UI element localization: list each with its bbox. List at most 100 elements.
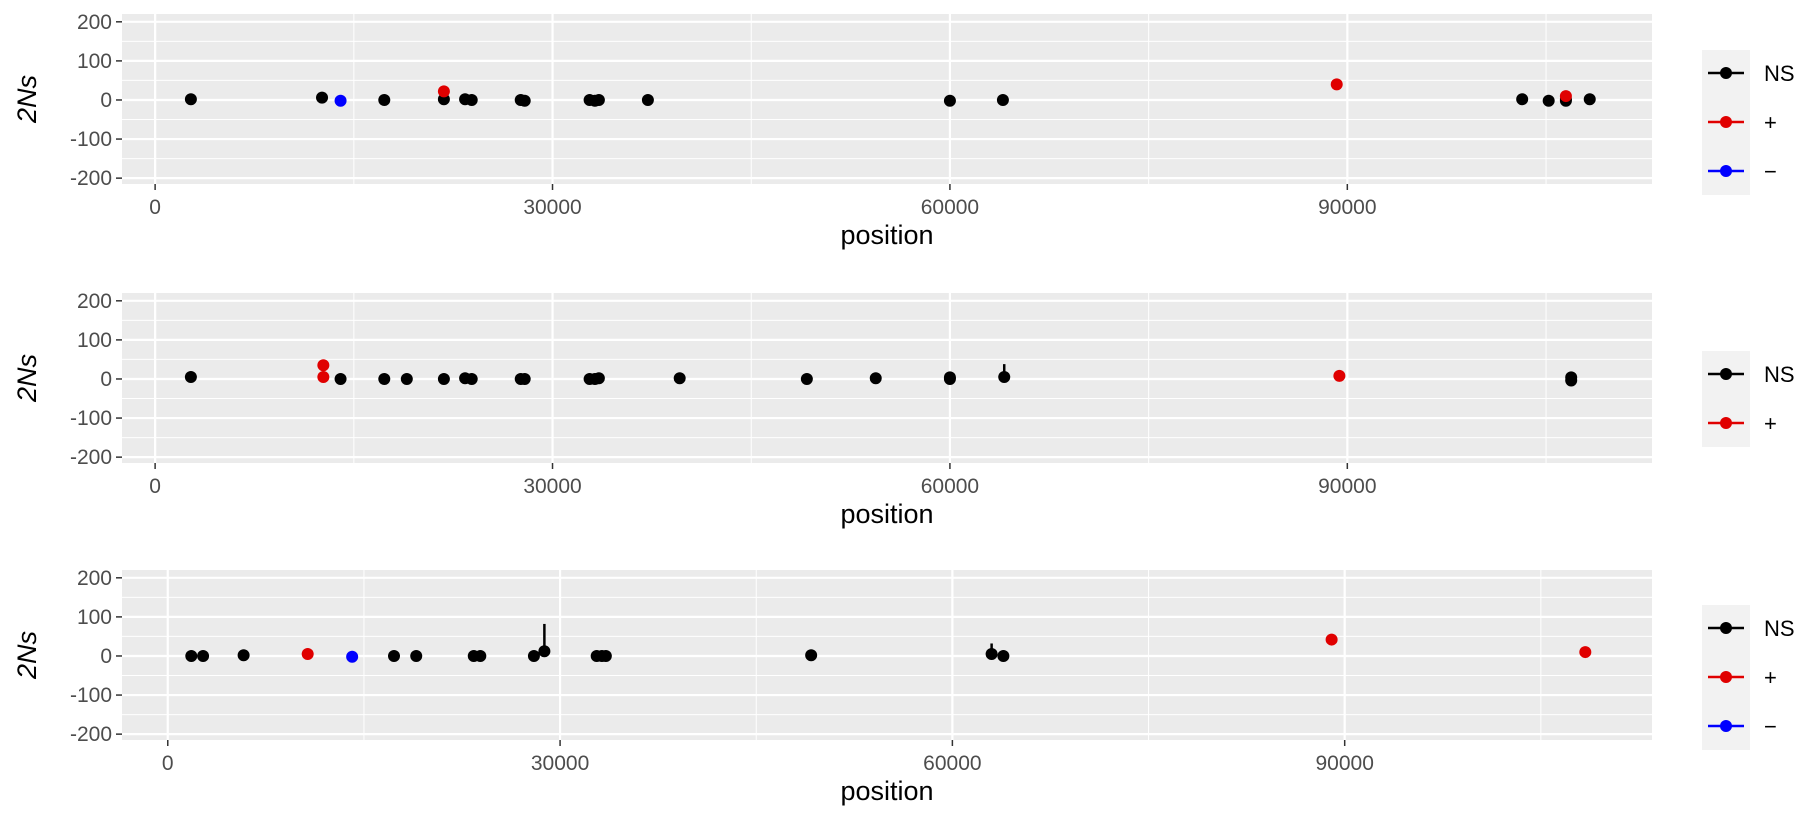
data-point (317, 359, 330, 372)
legend-key-point (1720, 368, 1732, 380)
legend-key-point (1720, 720, 1732, 732)
data-point (378, 372, 391, 385)
data-point (1330, 78, 1343, 91)
x-tick-label: 90000 (1315, 752, 1373, 775)
data-point (1542, 94, 1555, 107)
legend-label: − (1764, 714, 1777, 739)
data-point (527, 649, 540, 662)
y-axis-title: 2Ns (12, 631, 42, 680)
data-point (346, 650, 359, 663)
legend: NS + − (1702, 50, 1795, 195)
data-point (998, 371, 1011, 384)
legend-key-point (1720, 622, 1732, 634)
legend: NS + − (1702, 605, 1795, 750)
data-point (805, 649, 818, 662)
data-point (410, 649, 423, 662)
data-point (301, 648, 314, 661)
legend-label: + (1764, 665, 1777, 690)
y-tick-label: 200 (77, 567, 112, 590)
y-tick-label: 100 (77, 329, 112, 352)
data-point (1325, 633, 1338, 646)
data-point (437, 85, 450, 98)
data-point (1579, 646, 1592, 659)
x-tick-label: 0 (149, 196, 161, 219)
y-tick-label: -200 (70, 723, 112, 746)
y-tick-label: 100 (77, 50, 112, 73)
data-point (592, 372, 605, 385)
data-point (316, 91, 329, 104)
x-tick-label: 60000 (921, 196, 979, 219)
x-axis-title: position (840, 776, 933, 806)
data-point (943, 371, 956, 384)
data-point (474, 649, 487, 662)
data-point (334, 94, 347, 107)
data-point (985, 648, 998, 661)
y-tick-label: -100 (70, 128, 112, 151)
x-tick-label: 60000 (921, 475, 979, 498)
x-tick-label: 30000 (523, 196, 581, 219)
data-point (996, 93, 1009, 106)
data-point (1583, 93, 1596, 106)
x-tick-label: 90000 (1318, 475, 1376, 498)
data-point (599, 649, 612, 662)
x-axis-title: position (840, 499, 933, 529)
data-point (237, 649, 250, 662)
data-point (592, 93, 605, 106)
panel-2: -200 -100 0 100 200 0 30000 60000 90000 position 2… (12, 290, 1795, 529)
legend-key-point (1720, 671, 1732, 683)
legend-label: + (1764, 411, 1777, 436)
data-point (518, 372, 531, 385)
data-point (641, 93, 654, 106)
x-tick-label: 60000 (923, 752, 981, 775)
data-point (400, 372, 413, 385)
y-tick-label: 0 (100, 89, 112, 112)
data-point (185, 649, 198, 662)
legend-key-point (1720, 417, 1732, 429)
x-tick-label: 30000 (531, 752, 589, 775)
data-point (869, 372, 882, 385)
legend-label: NS (1764, 362, 1795, 387)
y-tick-label: 200 (77, 290, 112, 313)
y-tick-label: 200 (77, 11, 112, 34)
x-tick-label: 90000 (1318, 196, 1376, 219)
data-point (997, 649, 1010, 662)
legend-label: − (1764, 159, 1777, 184)
data-point (378, 93, 391, 106)
legend: NS + (1702, 351, 1795, 447)
data-point (1565, 371, 1578, 384)
y-axis-title: 2Ns (12, 75, 42, 124)
data-point (1333, 369, 1346, 382)
y-tick-label: 0 (100, 368, 112, 391)
panel-3: -200 -100 0 100 200 0 30000 60000 90000 position 2… (12, 567, 1795, 806)
x-tick-label: 0 (162, 752, 174, 775)
x-tick-label: 0 (149, 475, 161, 498)
data-point (334, 372, 347, 385)
panel-1: -200 -100 0 100 200 0 30000 60000 90000 position 2… (12, 11, 1795, 250)
x-axis-title: position (840, 220, 933, 250)
data-point (673, 372, 686, 385)
legend-label: NS (1764, 61, 1795, 86)
data-point (184, 371, 197, 384)
legend-background (1702, 351, 1750, 447)
legend-label: NS (1764, 616, 1795, 641)
y-tick-label: -200 (70, 446, 112, 469)
data-point (184, 93, 197, 106)
data-point (800, 372, 813, 385)
y-tick-label: -100 (70, 684, 112, 707)
data-point (317, 371, 330, 384)
x-tick-label: 30000 (523, 475, 581, 498)
legend-key-point (1720, 165, 1732, 177)
y-axis-title: 2Ns (12, 354, 42, 403)
legend-key-point (1720, 116, 1732, 128)
data-point (465, 93, 478, 106)
data-point (518, 94, 531, 107)
data-point (943, 94, 956, 107)
y-tick-label: -100 (70, 407, 112, 430)
data-point (538, 645, 551, 658)
data-point (197, 649, 210, 662)
data-point (465, 372, 478, 385)
legend-label: + (1764, 110, 1777, 135)
y-tick-label: 100 (77, 606, 112, 629)
data-point (1516, 93, 1529, 106)
